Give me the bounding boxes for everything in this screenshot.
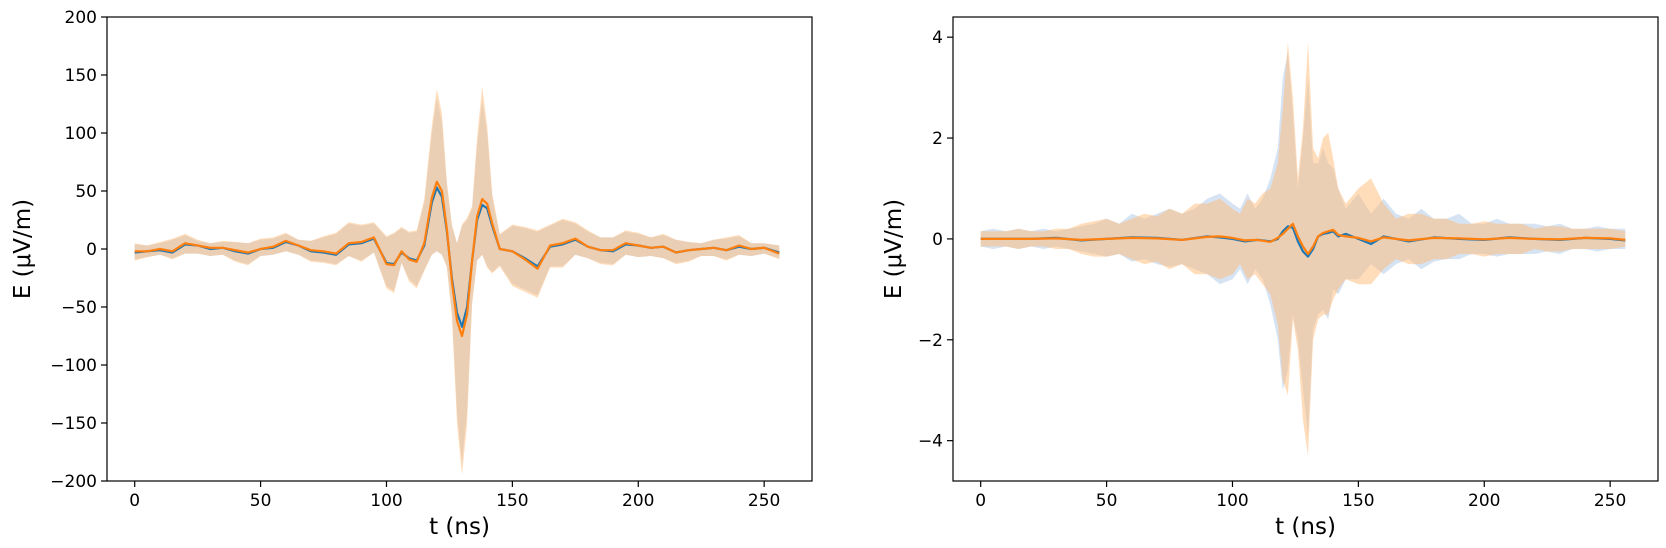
left-chart-panel: 0 50 100 150 200 250 200 150 100 50 0 −50 −100 −150 −… — [10, 8, 813, 540]
left-x-axis-ticks: 0 50 100 150 200 250 — [129, 481, 780, 511]
left-y-axis-label: E (μV/m) — [10, 199, 36, 299]
left-x-tick-label: 150 — [496, 491, 528, 511]
left-uncertainty-bands — [134, 86, 780, 476]
left-y-tick-label: 100 — [65, 124, 97, 144]
right-uncertainty-bands — [980, 42, 1626, 456]
left-y-tick-label: −150 — [50, 414, 97, 434]
right-y-axis-label: E (μV/m) — [881, 199, 907, 299]
left-x-tick-label: 200 — [622, 491, 654, 511]
right-x-tick-label: 100 — [1216, 491, 1248, 511]
left-y-tick-label: 150 — [65, 66, 97, 86]
right-x-tick-label: 0 — [975, 491, 986, 511]
left-x-tick-label: 250 — [748, 491, 780, 511]
right-x-axis-label: t (ns) — [1275, 514, 1336, 540]
right-x-tick-label: 50 — [1096, 491, 1118, 511]
right-band-2 — [980, 42, 1626, 456]
left-y-axis-ticks: 200 150 100 50 0 −50 −100 −150 −200 — [50, 8, 107, 492]
right-y-tick-label: −4 — [918, 432, 943, 452]
right-y-tick-label: 2 — [932, 129, 943, 149]
left-x-tick-label: 0 — [129, 491, 140, 511]
left-y-tick-label: −200 — [50, 472, 97, 492]
right-x-tick-label: 200 — [1468, 491, 1500, 511]
right-series-lines — [980, 222, 1626, 258]
right-x-tick-label: 150 — [1342, 491, 1374, 511]
right-y-tick-label: 0 — [932, 230, 943, 250]
right-y-tick-label: −2 — [918, 331, 943, 351]
right-y-axis-ticks: 4 2 0 −2 −4 — [918, 28, 953, 452]
left-y-tick-label: −100 — [50, 356, 97, 376]
left-x-tick-label: 100 — [370, 491, 402, 511]
left-band-2 — [134, 86, 780, 476]
right-chart-panel: 0 50 100 150 200 250 4 2 0 −2 −4 t (ns) E (μV/m) — [881, 16, 1659, 540]
right-x-axis-ticks: 0 50 100 150 200 250 — [975, 481, 1626, 511]
right-plot-frame — [952, 16, 1659, 482]
right-y-tick-label: 4 — [932, 28, 943, 48]
left-x-tick-label: 50 — [250, 491, 272, 511]
left-y-tick-label: 50 — [75, 182, 97, 202]
left-y-tick-label: 0 — [86, 240, 97, 260]
left-y-tick-label: 200 — [65, 8, 97, 28]
left-x-axis-label: t (ns) — [429, 514, 490, 540]
left-series-lines — [134, 180, 780, 338]
right-series-line-2 — [980, 222, 1626, 256]
left-series-line-2 — [134, 180, 780, 338]
right-x-tick-label: 250 — [1594, 491, 1626, 511]
left-y-tick-label: −50 — [61, 298, 97, 318]
